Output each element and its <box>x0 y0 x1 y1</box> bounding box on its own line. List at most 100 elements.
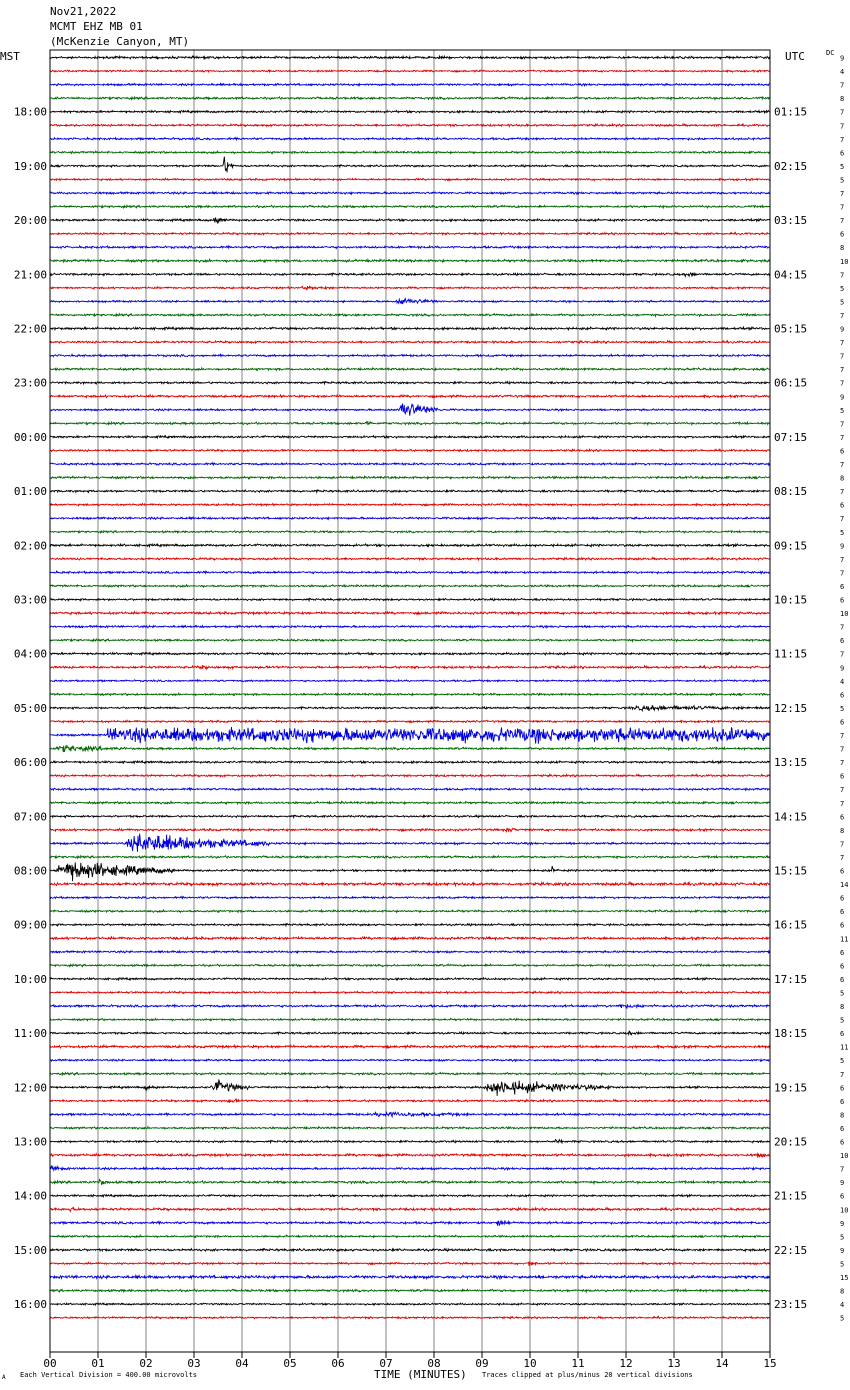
trace-line <box>49 1098 771 1104</box>
right-hour-label: 16:15 <box>774 919 807 932</box>
x-tick-label: 01 <box>91 1357 104 1370</box>
dc-value: 7 <box>840 1166 844 1174</box>
x-tick-label: 06 <box>331 1357 344 1370</box>
right-hour-label: 06:15 <box>774 377 807 390</box>
trace-line <box>49 190 771 196</box>
trace-line <box>49 420 771 427</box>
trace-line <box>49 1219 771 1227</box>
trace-line <box>49 704 771 712</box>
dc-value: 5 <box>840 163 844 171</box>
right-hour-label: 22:15 <box>774 1244 807 1257</box>
dc-value: 7 <box>840 759 844 767</box>
trace-line <box>49 177 771 182</box>
dc-value: 6 <box>840 447 844 455</box>
trace-line <box>49 664 771 671</box>
dc-value: 9 <box>840 1220 844 1228</box>
dc-value: 7 <box>840 122 844 130</box>
dc-value: 9 <box>840 664 844 672</box>
dc-value: 10 <box>840 1206 848 1214</box>
dc-value: 6 <box>840 773 844 781</box>
dc-value: 7 <box>840 109 844 117</box>
dc-value: 9 <box>840 55 844 63</box>
dc-value: 7 <box>840 746 844 754</box>
right-hour-label: 21:15 <box>774 1190 807 1203</box>
trace-line <box>49 773 771 779</box>
trace-line <box>49 726 771 744</box>
left-hour-label: 06:00 <box>14 756 47 769</box>
x-tick-label: 11 <box>571 1357 584 1370</box>
trace-line <box>49 610 771 616</box>
trace-line <box>49 719 771 724</box>
trace-line <box>49 461 771 467</box>
trace-line <box>49 95 771 102</box>
right-hour-label: 09:15 <box>774 539 807 552</box>
trace-line <box>49 637 771 643</box>
right-hour-label: 23:15 <box>774 1298 807 1311</box>
trace-line <box>49 569 771 575</box>
x-axis-title: TIME (MINUTES) <box>374 1368 467 1381</box>
dc-value: 6 <box>840 1030 844 1038</box>
right-hour-label: 17:15 <box>774 973 807 986</box>
trace-line <box>49 827 771 833</box>
left-hour-label: 04:00 <box>14 648 47 661</box>
trace-line <box>49 1152 771 1158</box>
trace-line <box>49 678 771 683</box>
dc-value: 8 <box>840 95 844 103</box>
right-hour-label: 04:15 <box>774 268 807 281</box>
trace-line <box>49 1164 771 1173</box>
trace-line <box>49 136 771 142</box>
dc-value: 9 <box>840 1179 844 1187</box>
trace-line <box>49 312 771 318</box>
left-timezone-label: MST <box>0 50 20 63</box>
left-hour-label: 15:00 <box>14 1244 47 1257</box>
dc-value: 9 <box>840 1247 844 1255</box>
right-hour-label: 14:15 <box>774 810 807 823</box>
trace-line <box>49 962 771 969</box>
trace-line <box>49 854 771 860</box>
right-hour-label: 12:15 <box>774 702 807 715</box>
left-hour-label: 08:00 <box>14 865 47 878</box>
trace-line <box>49 488 771 495</box>
trace-line <box>49 976 771 982</box>
trace-line <box>49 833 771 852</box>
dc-value: 5 <box>840 298 844 306</box>
trace-line <box>49 1301 771 1307</box>
trace-line <box>49 1287 771 1294</box>
trace-line <box>49 149 771 155</box>
trace-line <box>49 1079 771 1096</box>
dc-value: 7 <box>840 556 844 564</box>
trace-line <box>49 1260 771 1267</box>
trace-line <box>49 1315 771 1320</box>
dc-value: 7 <box>840 353 844 361</box>
trace-line <box>49 515 771 521</box>
dc-value: 7 <box>840 380 844 388</box>
right-hour-label: 10:15 <box>774 594 807 607</box>
dc-value: 7 <box>840 204 844 212</box>
dc-value: 9 <box>840 542 844 550</box>
left-hour-label: 19:00 <box>14 160 47 173</box>
trace-line <box>50 1233 771 1239</box>
dc-value: 7 <box>840 569 844 577</box>
right-hour-label: 18:15 <box>774 1027 807 1040</box>
x-tick-label: 02 <box>139 1357 152 1370</box>
trace-line <box>49 1125 771 1131</box>
dc-value: 7 <box>840 840 844 848</box>
dc-value: 6 <box>840 637 844 645</box>
dc-value: 7 <box>840 854 844 862</box>
x-tick-label: 04 <box>235 1357 249 1370</box>
axis-labels: 00 01 02 03 04 05 06 07 08 09 10 11 12 13 14 15 9 4 7 8 7 7 7 6… <box>14 55 849 1371</box>
dc-column-label: DC <box>826 49 835 57</box>
x-tick-label: 08 <box>427 1357 440 1370</box>
dc-value: 5 <box>840 989 844 997</box>
left-hour-label: 07:00 <box>14 810 47 823</box>
trace-line <box>49 325 771 332</box>
dc-value: 7 <box>840 651 844 659</box>
trace-line <box>49 393 771 400</box>
trace-line <box>49 339 771 345</box>
dc-value: 6 <box>840 962 844 970</box>
dc-value: 6 <box>840 718 844 726</box>
right-hour-label: 05:15 <box>774 323 807 336</box>
left-hour-label: 03:00 <box>14 594 47 607</box>
trace-line <box>49 1193 771 1199</box>
trace-line <box>49 297 771 305</box>
